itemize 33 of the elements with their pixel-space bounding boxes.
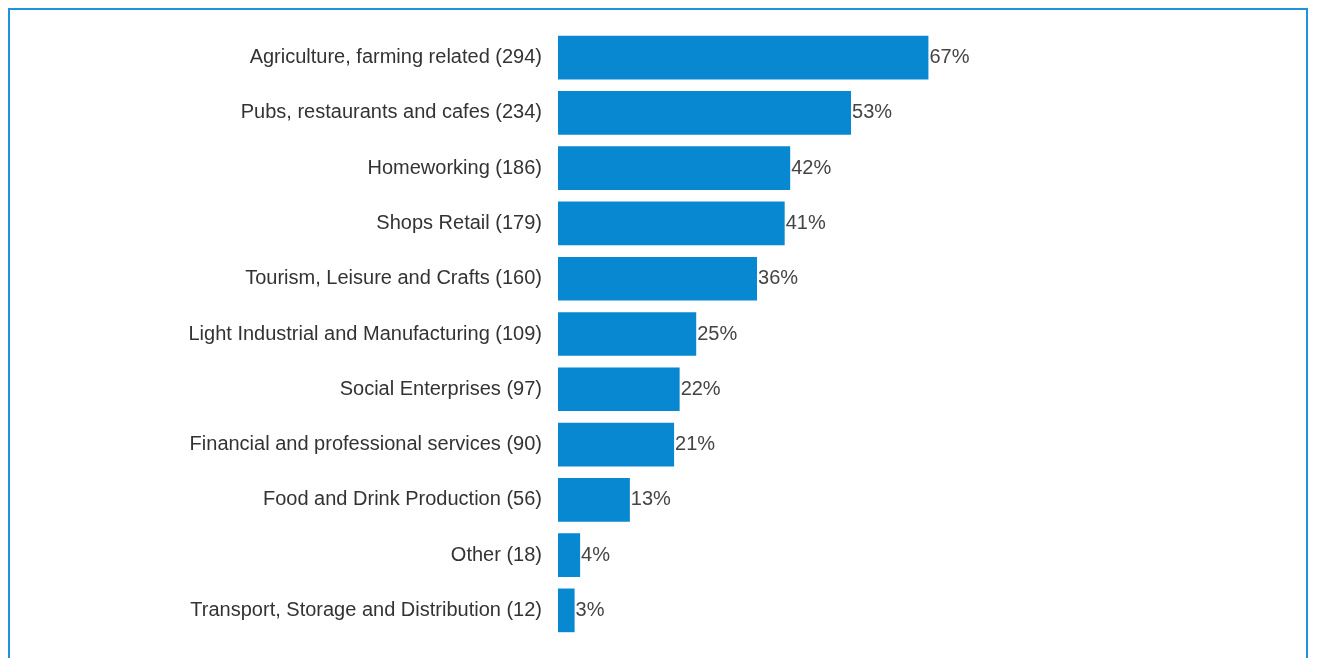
bar [558, 422, 675, 467]
data-label: 3% [575, 597, 605, 620]
data-label: 53% [852, 100, 893, 123]
data-label: 25% [697, 321, 738, 344]
y-tick-label: Agriculture, farming related (294) [249, 45, 542, 68]
bar [558, 312, 697, 356]
y-tick-label: Transport, Storage and Distribution (12) [190, 597, 542, 620]
bar [558, 146, 791, 191]
y-tick-label: Light Industrial and Manufacturing (109) [188, 321, 542, 344]
y-tick-label: Social Enterprises (97) [339, 376, 542, 399]
bar [558, 367, 680, 412]
bar [558, 256, 758, 301]
y-tick-label: Other (18) [450, 542, 542, 565]
data-label: 22% [680, 376, 721, 399]
data-label: 21% [675, 432, 716, 455]
y-tick-label: Homeworking (186) [367, 155, 542, 178]
data-label: 4% [581, 542, 611, 565]
bar [558, 477, 630, 522]
y-tick-label: Financial and professional services (90) [189, 432, 542, 455]
y-tick-label: Pubs, restaurants and cafes (234) [240, 100, 542, 123]
y-tick-label: Shops Retail (179) [376, 210, 542, 233]
bar [558, 533, 581, 577]
bar [558, 588, 575, 633]
data-label: 13% [630, 487, 672, 510]
bar [558, 201, 785, 246]
y-tick-label: Tourism, Leisure and Crafts (160) [245, 266, 542, 289]
data-label: 41% [785, 210, 826, 233]
y-tick-label: Food and Drink Production (56) [262, 487, 542, 510]
bar [558, 91, 852, 135]
bar [558, 35, 929, 80]
data-label: 67% [929, 45, 970, 68]
data-label: 42% [791, 155, 832, 178]
data-label: 36% [758, 266, 799, 289]
